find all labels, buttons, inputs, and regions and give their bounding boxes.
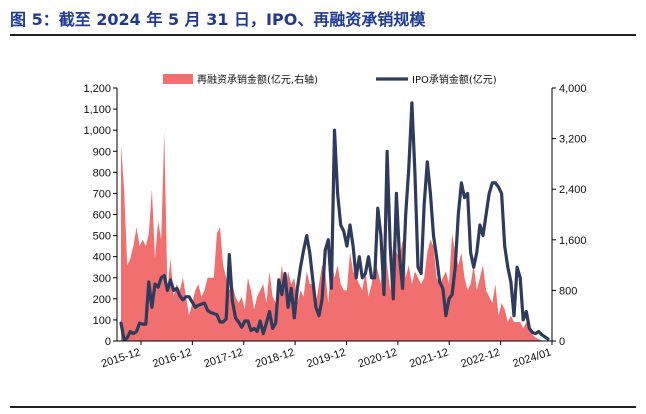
right-axis-tick-label: 3,200: [559, 134, 587, 146]
x-axis-tick-label: 2020-12: [357, 346, 399, 370]
x-axis-tick-label: 2021-12: [408, 346, 450, 370]
left-axis-tick-label: 800: [93, 167, 111, 179]
left-axis-tick-label: 900: [93, 146, 111, 158]
left-axis: 0 100 200 300 400 500 600 700 800 900 1,000 1,100 1,…: [83, 83, 118, 348]
right-axis-tick-label: 0: [559, 336, 565, 348]
x-axis-tick-label: 2017-12: [203, 346, 245, 370]
right-axis-tick-label: 1,600: [559, 235, 587, 247]
line-layer: [119, 101, 550, 342]
bottom-rule: [10, 406, 636, 408]
x-axis-tick-label: 2016-12: [151, 346, 193, 370]
left-axis-tick-label: 500: [93, 231, 111, 243]
right-axis: 0 800 1,600 2,400 3,200 4,000: [551, 83, 587, 348]
legend-label-refinancing: 再融资承销金额(亿元,右轴): [197, 73, 318, 86]
legend-label-ipo: IPO承销金额(亿元): [412, 73, 497, 86]
x-axis-tick-label: 2024/01: [511, 346, 553, 370]
right-axis-tick-label: 2,400: [559, 184, 587, 196]
left-axis-tick-label: 400: [93, 252, 111, 264]
x-axis: 2015-12 2016-12 2017-12 2018-12 2019-12 2020-…: [100, 340, 553, 370]
right-axis-tick-label: 4,000: [559, 83, 587, 95]
x-axis-tick-label: 2022-12: [459, 346, 501, 370]
x-axis-tick-label: 2015-12: [100, 346, 142, 370]
left-axis-tick-label: 300: [93, 273, 111, 285]
left-axis-tick-label: 1,100: [83, 104, 111, 116]
figure-title: 图 5：截至 2024 年 5 月 31 日，IPO、再融资承销规模: [10, 10, 426, 29]
left-axis-tick-label: 0: [105, 336, 111, 348]
top-rule: [10, 34, 636, 36]
left-axis-tick-label: 200: [93, 294, 111, 306]
left-axis-tick-label: 700: [93, 188, 111, 200]
left-axis-tick-label: 600: [93, 210, 111, 222]
right-axis-tick-label: 800: [559, 285, 577, 297]
x-axis-tick-label: 2018-12: [254, 346, 296, 370]
legend-swatch-refinancing: [163, 74, 193, 84]
left-axis-tick-label: 1,200: [83, 83, 111, 95]
x-axis-tick-label: 2019-12: [305, 346, 347, 370]
ipo-line: [119, 101, 550, 342]
left-axis-tick-label: 1,000: [83, 125, 111, 137]
legend: 再融资承销金额(亿元,右轴) IPO承销金额(亿元): [163, 73, 497, 86]
left-axis-tick-label: 100: [93, 315, 111, 327]
